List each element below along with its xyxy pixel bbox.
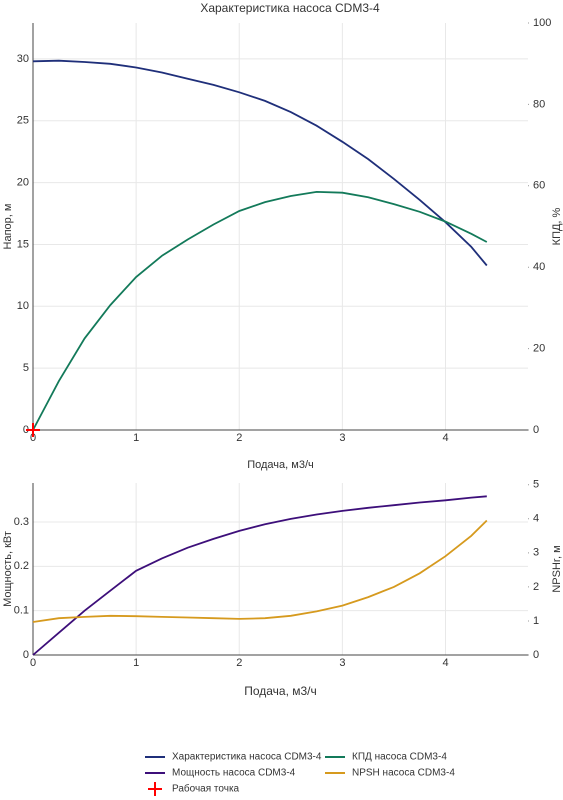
legend-label: Рабочая точка: [172, 783, 240, 795]
y2-tick-label: 0: [533, 649, 539, 661]
x-tick-label: 2: [236, 657, 242, 669]
x-tick-label: 4: [442, 432, 448, 444]
x-tick-label: 1: [133, 432, 139, 444]
x-tick-label: 0: [30, 432, 36, 444]
y-tick-label: 20: [17, 176, 29, 188]
series-line: [32, 495, 487, 656]
x-tick-label: 3: [339, 432, 345, 444]
series-line: [32, 59, 488, 267]
y2-axis-title: NPSHr, м: [551, 545, 563, 592]
legend-label: Характеристика насоса CDM3-4: [172, 752, 322, 763]
x-axis-title: Подача, м3/ч: [244, 684, 317, 698]
y2-tick-label: 3: [533, 547, 539, 559]
y2-axis-title: КПД, %: [551, 207, 563, 245]
x-tick-label: 4: [442, 657, 448, 669]
x-tick-label: 2: [236, 432, 242, 444]
y-tick-label: 0: [23, 649, 29, 661]
legend-marker: [148, 782, 162, 796]
working-point: [26, 423, 40, 437]
legend-label: Мощность насоса CDM3-4: [172, 768, 296, 779]
series-line: [32, 519, 488, 623]
chart-title: Характеристика насоса CDM3-4: [200, 1, 380, 15]
y2-tick-label: 100: [533, 17, 551, 29]
legend-label: КПД насоса CDM3-4: [352, 752, 447, 763]
y-tick-label: 0.3: [14, 516, 29, 528]
y-axis-title: Напор, м: [2, 204, 14, 250]
y2-tick-label: 1: [533, 615, 539, 627]
y-tick-label: 10: [17, 300, 29, 312]
series-line: [32, 190, 488, 431]
x-axis-title: Подача, м3/ч: [247, 459, 314, 471]
y-tick-label: 30: [17, 53, 29, 65]
x-tick-label: 1: [133, 657, 139, 669]
y2-tick-label: 40: [533, 261, 545, 273]
y2-tick-label: 4: [533, 513, 539, 525]
y-tick-label: 0: [23, 424, 29, 436]
y-tick-label: 25: [17, 115, 29, 127]
y-tick-label: 0.1: [14, 605, 29, 617]
y2-tick-label: 80: [533, 98, 545, 110]
y-tick-label: 0.2: [14, 560, 29, 572]
x-tick-label: 3: [339, 657, 345, 669]
y2-tick-label: 20: [533, 343, 545, 355]
x-tick-label: 0: [30, 657, 36, 669]
legend-label: NPSH насоса CDM3-4: [352, 768, 455, 779]
y2-tick-label: 2: [533, 581, 539, 593]
y2-tick-label: 0: [533, 424, 539, 436]
y-tick-label: 5: [23, 362, 29, 374]
y-tick-label: 15: [17, 238, 29, 250]
y2-tick-label: 60: [533, 180, 545, 192]
y2-tick-label: 5: [533, 479, 539, 491]
y-axis-title: Мощность, кВт: [2, 531, 14, 607]
